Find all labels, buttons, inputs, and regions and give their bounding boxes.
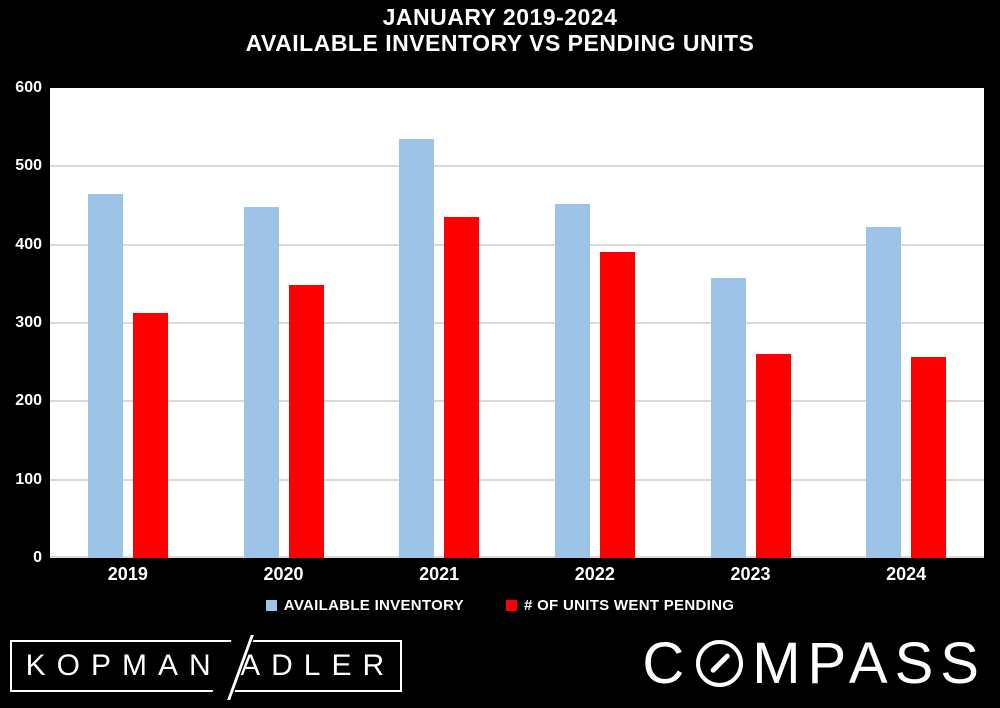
legend-swatch-icon	[505, 600, 517, 611]
bar-units-pending-2024	[911, 357, 947, 558]
bar-available-inventory-2023	[710, 278, 746, 558]
x-axis-tick-label: 2021	[419, 564, 460, 584]
adler-logo-text: ADLER	[240, 649, 396, 682]
x-axis-tick-label: 2020	[263, 564, 304, 584]
gridline-400	[50, 243, 984, 246]
bar-units-pending-2023	[755, 354, 791, 558]
compass-o-icon	[696, 639, 744, 687]
bar-units-pending-2022	[599, 251, 635, 558]
chart-title-line2: AVAILABLE INVENTORY VS PENDING UNITS	[245, 30, 755, 56]
y-axis-tick-label: 300	[15, 314, 42, 331]
x-axis-tick-label: 2024	[886, 564, 927, 584]
gridline-200	[50, 400, 984, 403]
bar-available-inventory-2024	[866, 226, 902, 558]
legend-label: AVAILABLE INVENTORY	[283, 597, 464, 614]
gridline-500	[50, 165, 984, 168]
compass-needle-icon	[709, 652, 731, 674]
legend-swatch-icon	[265, 600, 277, 611]
compass-logo-rest: MPASS	[752, 630, 986, 696]
y-axis-tick-label: 600	[15, 79, 42, 96]
y-axis-tick-label: 100	[15, 470, 42, 488]
plot-area	[50, 88, 984, 558]
gridline-300	[50, 322, 984, 324]
bar-available-inventory-2020	[243, 207, 279, 558]
bar-units-pending-2020	[288, 285, 324, 558]
chart-title-line1: JANUARY 2019-2024	[382, 4, 618, 30]
kopman-logo-text: KOPMAN	[25, 649, 222, 682]
x-axis-line	[50, 556, 984, 558]
gridline-100	[50, 478, 984, 481]
legend: AVAILABLE INVENTORY # OF UNITS WENT PENDI…	[0, 597, 1000, 614]
bar-units-pending-2021	[444, 217, 480, 558]
legend-label: # OF UNITS WENT PENDING	[523, 597, 735, 614]
x-axis-tick-label: 2023	[730, 564, 771, 584]
kopman-adler-logo: KOPMAN ADLER	[10, 633, 402, 700]
bar-available-inventory-2019	[87, 193, 123, 558]
y-axis-tick-label: 200	[15, 392, 42, 410]
bar-available-inventory-2022	[554, 203, 590, 558]
bar-available-inventory-2021	[399, 138, 435, 558]
x-axis-tick-label: 2022	[574, 564, 615, 584]
compass-logo-c: C	[642, 630, 692, 696]
bar-units-pending-2019	[132, 312, 168, 558]
legend-item: AVAILABLE INVENTORY	[265, 597, 464, 614]
chart-title: JANUARY 2019-2024 AVAILABLE INVENTORY VS…	[0, 4, 1000, 56]
x-axis-tick-label: 2019	[107, 564, 148, 584]
y-axis-tick-label: 500	[15, 157, 42, 175]
y-axis-tick-label: 400	[15, 235, 42, 253]
y-axis-tick-label: 0	[33, 549, 42, 566]
compass-logo: C MPASS	[642, 631, 986, 696]
legend-item: # OF UNITS WENT PENDING	[505, 597, 735, 614]
